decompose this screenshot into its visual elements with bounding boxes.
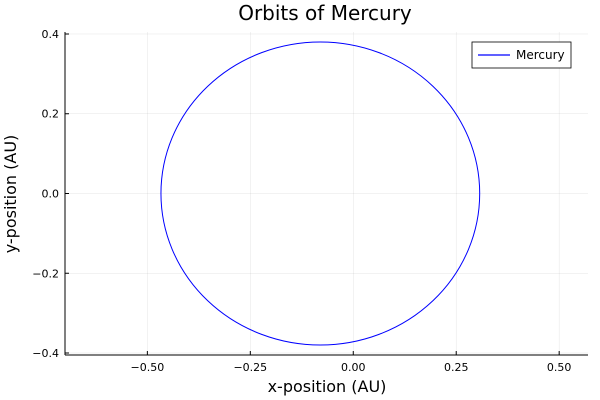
y-tick-label: 0.4 — [42, 28, 60, 41]
x-tick-label: 0.50 — [547, 361, 572, 374]
series-layer — [160, 41, 481, 346]
orbit-line-mercury — [160, 41, 481, 346]
y-tick-label: −0.2 — [32, 267, 59, 280]
y-tick-label: −0.4 — [32, 347, 59, 360]
grid — [65, 32, 588, 355]
x-tick-label: 0.25 — [444, 361, 469, 374]
legend: Mercury — [471, 41, 572, 69]
legend-label-mercury: Mercury — [516, 48, 565, 62]
x-tick-label: −0.25 — [233, 361, 267, 374]
y-tick-label: 0.0 — [42, 188, 60, 201]
x-tick-label: −0.50 — [131, 361, 165, 374]
y-axis-label: y-position (AU) — [1, 135, 20, 254]
ticks: −0.50 −0.25 0.00 0.25 0.50 −0.4 −0.2 0.0 0.2 0.4 — [32, 28, 571, 374]
chart-title: Orbits of Mercury — [238, 1, 412, 25]
y-tick-label: 0.2 — [42, 108, 60, 121]
x-axis-label: x-position (AU) — [268, 377, 387, 396]
x-tick-label: 0.00 — [341, 361, 366, 374]
